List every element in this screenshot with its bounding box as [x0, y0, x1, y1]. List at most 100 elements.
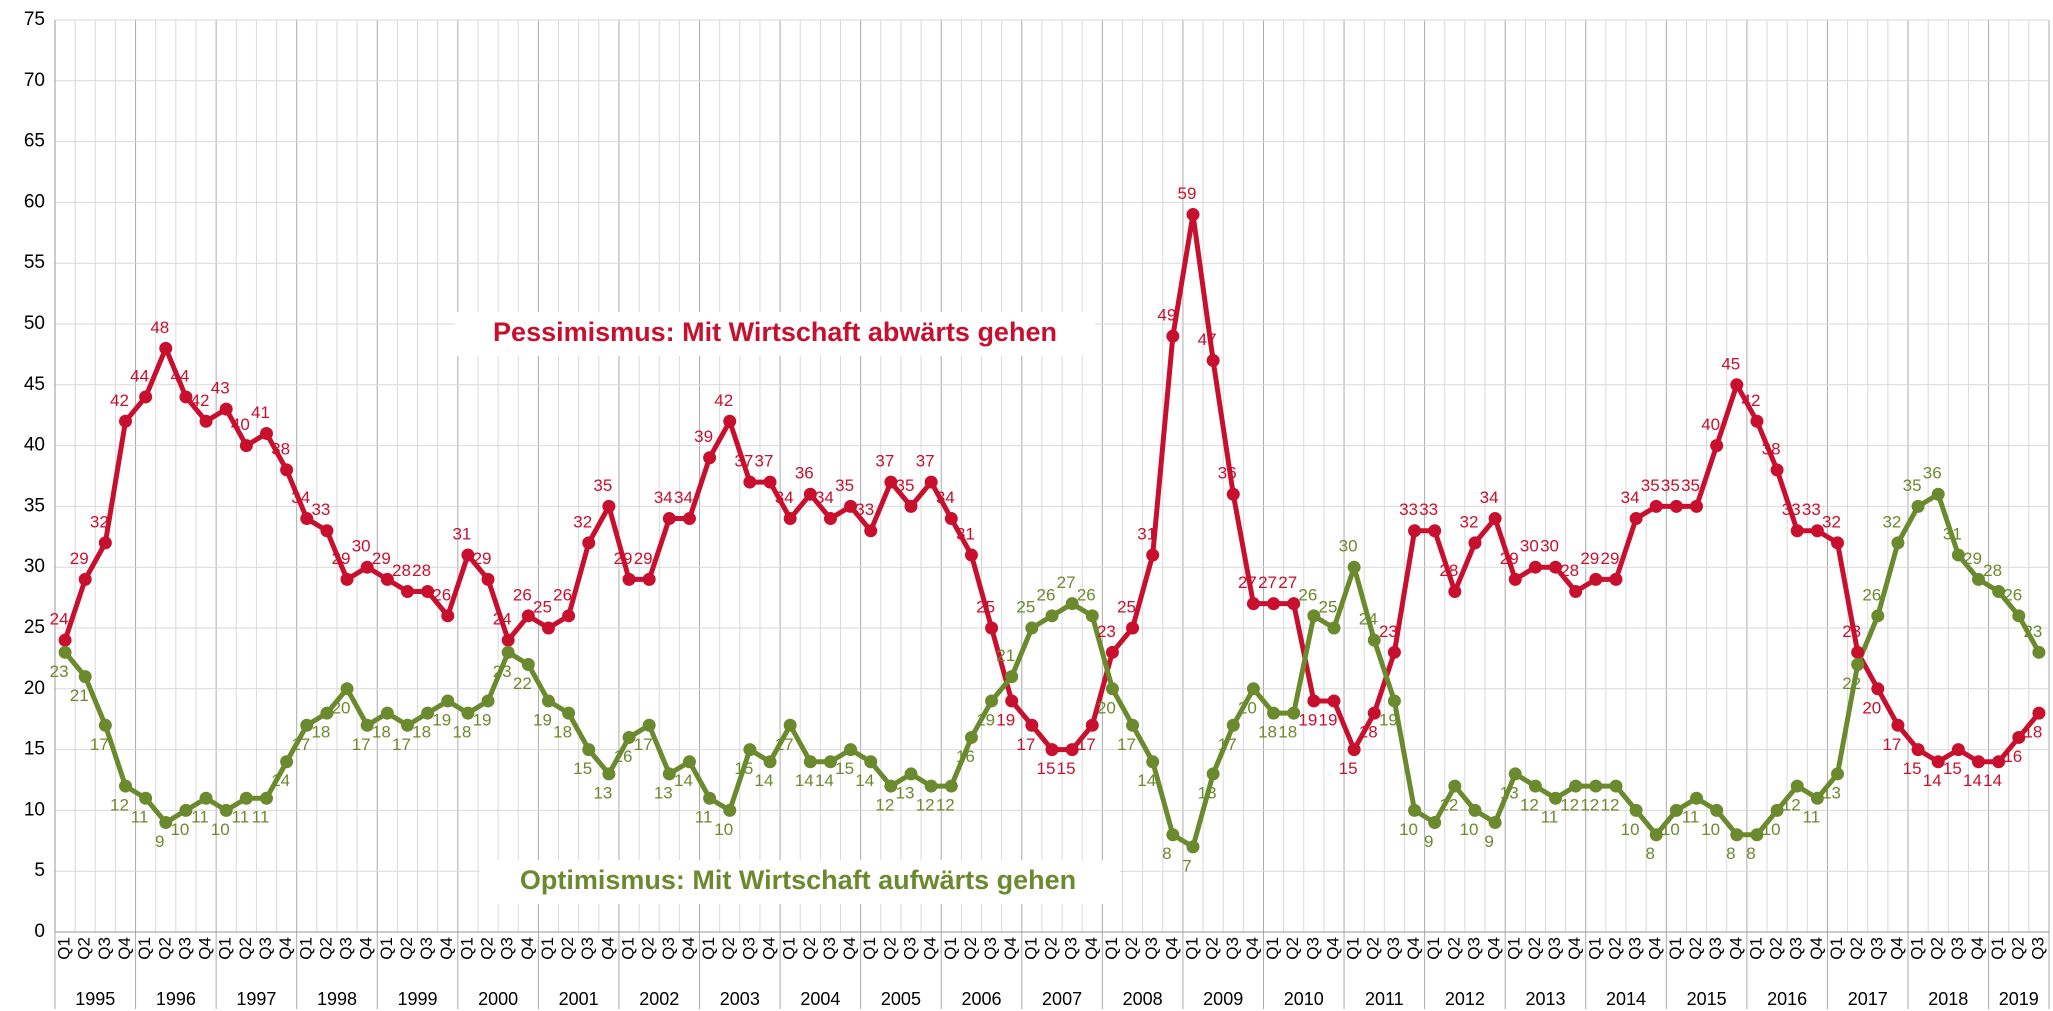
point — [1327, 694, 1341, 708]
y-tick-label: 35 — [24, 495, 45, 516]
x-tick-label: Q3 — [256, 937, 275, 960]
point — [1549, 791, 1563, 805]
point — [1246, 682, 1260, 696]
data-label: 13 — [1822, 783, 1841, 802]
point — [521, 609, 535, 623]
point — [1629, 512, 1643, 526]
point — [602, 767, 616, 781]
point — [1750, 828, 1764, 842]
point — [944, 779, 958, 793]
series-line — [62, 212, 2041, 765]
point — [682, 755, 696, 769]
point — [78, 572, 92, 586]
year-label: 2017 — [1848, 989, 1888, 1009]
data-label: 27 — [1238, 573, 1257, 592]
x-tick-label: Q3 — [1223, 937, 1242, 960]
point — [985, 694, 999, 708]
data-label: 17 — [1117, 735, 1136, 754]
x-tick-label: Q2 — [1605, 937, 1624, 960]
point — [1649, 828, 1663, 842]
point — [884, 779, 898, 793]
data-label: 21 — [996, 646, 1015, 665]
data-label: 9 — [1424, 832, 1433, 851]
x-tick-label: Q3 — [175, 937, 194, 960]
x-tick-label: Q2 — [397, 937, 416, 960]
x-tick-label: Q1 — [55, 937, 74, 960]
x-tick-label: Q4 — [1565, 937, 1584, 960]
x-tick-label: Q3 — [1948, 937, 1967, 960]
data-label: 33 — [1399, 500, 1418, 519]
data-label: 47 — [1198, 330, 1217, 349]
data-label: 36 — [795, 464, 814, 483]
data-label: 31 — [1137, 525, 1156, 544]
data-label: 8 — [1746, 844, 1755, 863]
x-tick-label: Q3 — [95, 937, 114, 960]
data-label: 10 — [1621, 820, 1640, 839]
point — [904, 767, 918, 781]
point — [1468, 536, 1482, 550]
point — [1166, 828, 1180, 842]
data-label: 10 — [1460, 820, 1479, 839]
year-label: 2018 — [1928, 989, 1968, 1009]
point — [1206, 767, 1220, 781]
data-label: 7 — [1182, 856, 1191, 875]
point — [320, 524, 334, 538]
data-label: 18 — [1258, 723, 1277, 742]
year-label: 1995 — [75, 989, 115, 1009]
point — [1287, 597, 1301, 611]
point — [118, 414, 132, 428]
point — [1891, 536, 1905, 550]
data-label: 32 — [90, 512, 109, 531]
point — [1387, 694, 1401, 708]
year-label: 2008 — [1123, 989, 1163, 1009]
point — [1972, 755, 1986, 769]
data-label: 19 — [473, 710, 492, 729]
point — [1307, 694, 1321, 708]
point — [562, 609, 576, 623]
point — [179, 803, 193, 817]
data-label: 28 — [1439, 561, 1458, 580]
data-label: 35 — [896, 476, 915, 495]
data-label: 34 — [936, 488, 955, 507]
point — [380, 706, 394, 720]
point — [1790, 779, 1804, 793]
data-label: 13 — [1500, 783, 1519, 802]
point — [1871, 609, 1885, 623]
point — [1951, 743, 1965, 757]
data-label: 11 — [252, 808, 270, 827]
annotation-bg — [480, 860, 1120, 904]
x-tick-label: Q4 — [1404, 937, 1423, 960]
point — [400, 585, 414, 599]
data-label: 18 — [1359, 723, 1378, 742]
data-label: 25 — [1117, 597, 1136, 616]
data-label: 29 — [70, 549, 89, 568]
point — [1186, 208, 1200, 222]
point — [1891, 718, 1905, 732]
point — [58, 645, 72, 659]
y-tick-label: 60 — [24, 191, 45, 212]
data-label: 40 — [231, 415, 250, 434]
data-label: 14 — [1983, 771, 2002, 790]
x-tick-label: Q1 — [1908, 937, 1927, 960]
data-label: 49 — [1157, 306, 1176, 325]
point — [1589, 779, 1603, 793]
point — [562, 706, 576, 720]
point — [1669, 803, 1683, 817]
point — [118, 779, 132, 793]
point — [985, 621, 999, 635]
point — [1730, 828, 1744, 842]
data-label: 19 — [1298, 710, 1317, 729]
point — [1226, 487, 1240, 501]
x-tick-label: Q2 — [880, 937, 899, 960]
data-label: 38 — [271, 439, 290, 458]
year-label: 2004 — [800, 989, 840, 1009]
x-tick-label: Q3 — [1626, 937, 1645, 960]
x-tick-label: Q4 — [1243, 937, 1262, 960]
point — [461, 548, 475, 562]
point — [199, 791, 213, 805]
point — [78, 670, 92, 684]
data-label: 17 — [1882, 735, 1901, 754]
point — [1931, 755, 1945, 769]
data-label: 25 — [976, 597, 995, 616]
